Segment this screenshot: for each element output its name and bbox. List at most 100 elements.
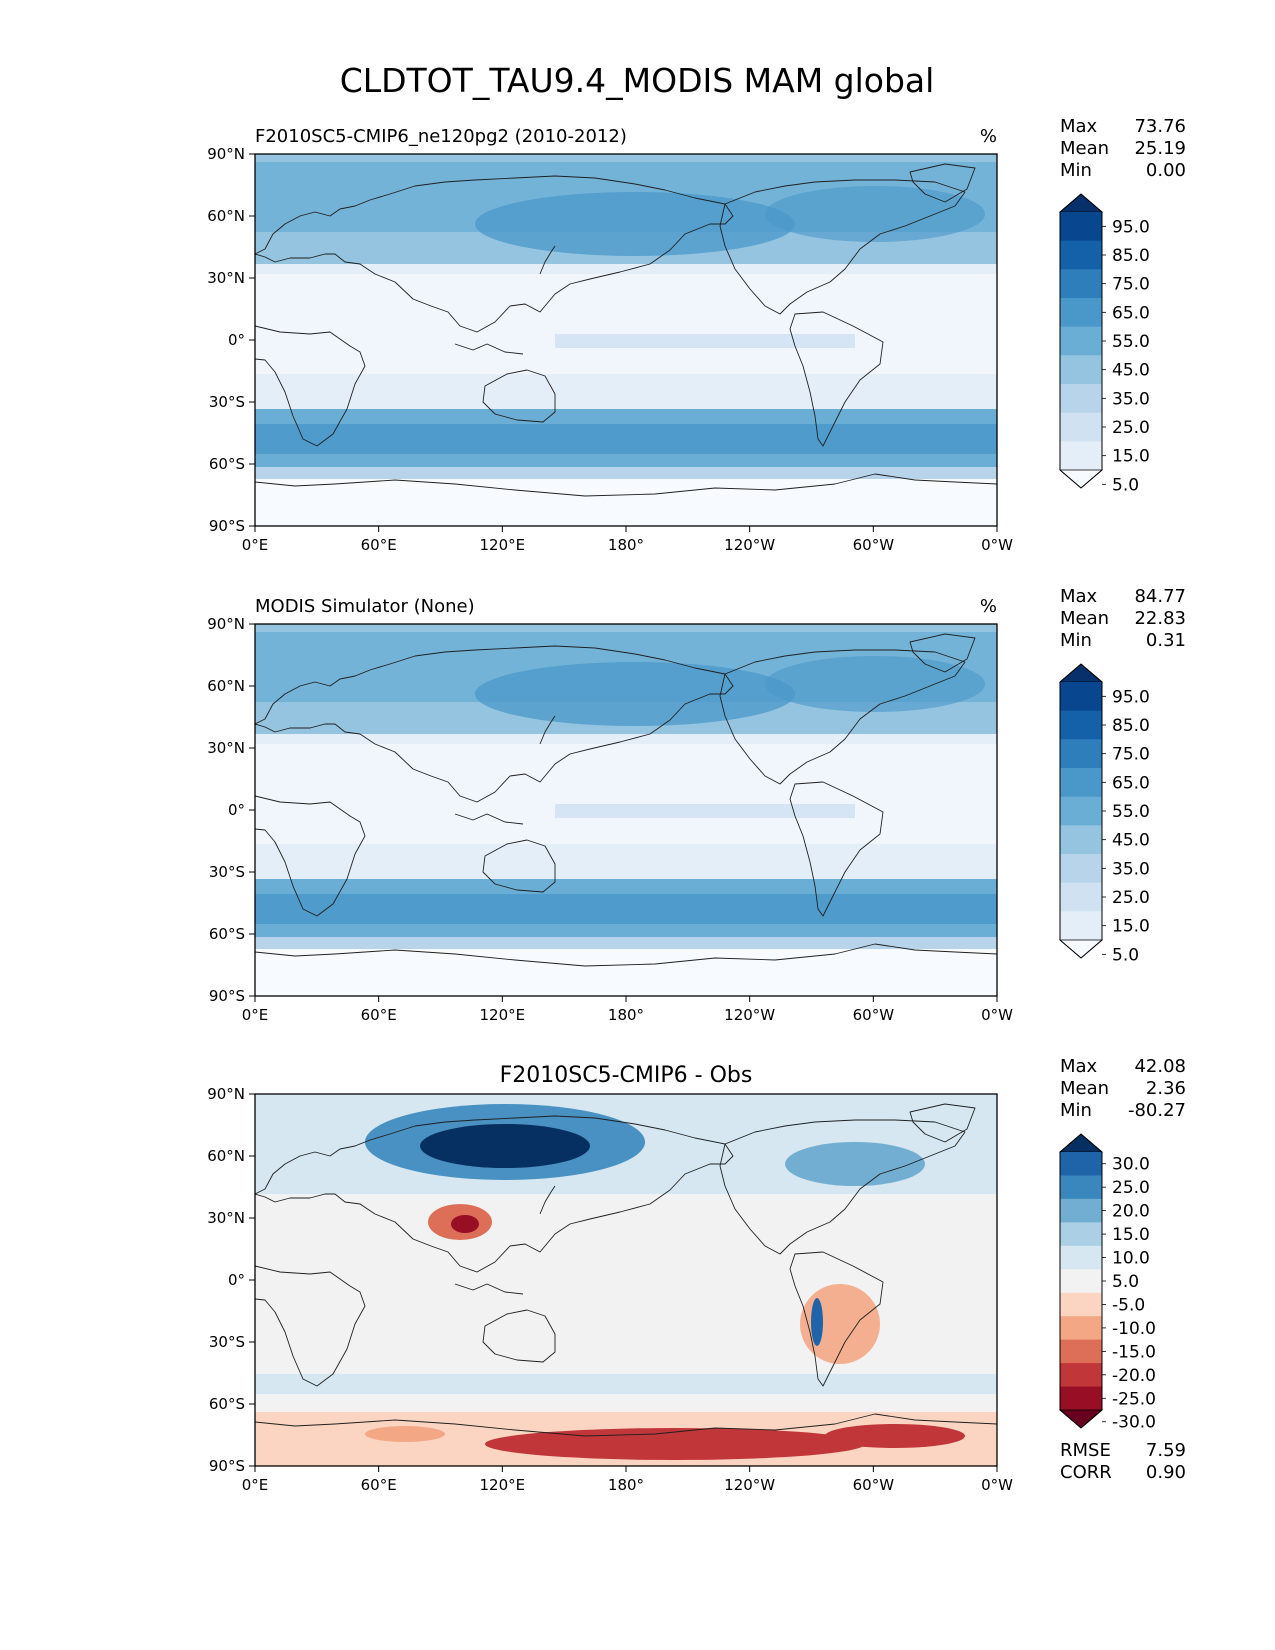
- colorbar-outline: [1059, 193, 1103, 489]
- colorbar-label: 20.0: [1112, 1202, 1150, 1222]
- colorbar-label: -20.0: [1112, 1366, 1156, 1386]
- colorbar-label: 5.0: [1112, 475, 1139, 495]
- colorbar-label: 5.0: [1112, 1272, 1139, 1292]
- data-field: [255, 624, 997, 996]
- lon-tick-label: 120°W: [724, 1006, 775, 1024]
- colorbar-label: 75.0: [1112, 745, 1150, 765]
- colorbar-label: 85.0: [1112, 246, 1150, 266]
- colorbar-segment: [1060, 1222, 1102, 1247]
- colorbar-label: 45.0: [1112, 831, 1150, 851]
- colorbar-label: -5.0: [1112, 1295, 1145, 1315]
- colorbar-segment: [1060, 739, 1102, 769]
- colorbar-segment: [1060, 825, 1102, 855]
- lat-tick-label: 90°S: [209, 1457, 245, 1475]
- map: [254, 623, 998, 997]
- stat-value: 73.76: [1134, 116, 1186, 137]
- lon-tick-label: 120°E: [480, 1006, 526, 1024]
- lon-tick-label: 120°E: [480, 1476, 526, 1494]
- panel-2: MODIS Simulator (None) % 90°N 60°N 30°N 0° 30°…: [207, 586, 1186, 1024]
- colorbar-label: 15.0: [1112, 917, 1150, 937]
- stat-value: 25.19: [1134, 138, 1186, 159]
- lat-tick-label: 60°S: [209, 455, 245, 473]
- stat-value: 84.77: [1134, 586, 1186, 607]
- colorbar: 95.0 85.0 75.0 65.0 55.0 45.0 35.0 25.0 15.0 5.0: [1058, 663, 1150, 965]
- stat-label: Max: [1060, 586, 1098, 607]
- lon-tick-label: 60°E: [361, 536, 397, 554]
- stat-label: Max: [1060, 1056, 1098, 1077]
- lon-tick-label: 0°E: [242, 1006, 269, 1024]
- stat-value: -80.27: [1128, 1100, 1186, 1121]
- stat-value: 0.31: [1146, 630, 1186, 651]
- panel-title: MODIS Simulator (None): [255, 596, 475, 617]
- lat-tick-label: 90°S: [209, 517, 245, 535]
- lon-tick-label: 120°W: [724, 536, 775, 554]
- lat-tick-label: 30°S: [209, 393, 245, 411]
- colorbar-segment: [1060, 768, 1102, 798]
- colorbar-label: 95.0: [1112, 217, 1150, 237]
- colorbar-segment: [1060, 1152, 1102, 1176]
- colorbar-segment: [1060, 412, 1102, 442]
- colorbar-label: 25.0: [1112, 888, 1150, 908]
- colorbar-segment: [1060, 911, 1102, 941]
- lon-tick-label: 0°W: [981, 1006, 1013, 1024]
- lat-tick-label: 60°N: [207, 207, 245, 225]
- lon-tick-label: 0°W: [981, 1476, 1013, 1494]
- colorbar-label: -30.0: [1112, 1413, 1156, 1433]
- colorbar-label: 35.0: [1112, 859, 1150, 879]
- lon-tick-label: 0°E: [242, 1476, 269, 1494]
- stat-label: Mean: [1060, 1078, 1109, 1099]
- colorbar-segment: [1060, 1269, 1102, 1294]
- colorbar-extend-max: [1058, 1133, 1104, 1153]
- units-label: %: [980, 126, 997, 147]
- colorbar-extend-min: [1058, 469, 1104, 489]
- colorbar-segment: [1060, 1175, 1102, 1200]
- colorbar-segment: [1060, 854, 1102, 884]
- colorbar-segment: [1060, 1339, 1102, 1364]
- lat-tick-label: 30°S: [209, 863, 245, 881]
- colorbar-extend-min: [1058, 939, 1104, 959]
- colorbar-segment: [1060, 1245, 1102, 1270]
- colorbar-outline: [1059, 663, 1103, 959]
- colorbar-extend-max: [1058, 193, 1104, 213]
- colorbar-label: 15.0: [1112, 447, 1150, 467]
- colorbar-segment: [1060, 1198, 1102, 1223]
- stat-value: 2.36: [1146, 1078, 1186, 1099]
- extra-stat-value: 7.59: [1146, 1440, 1186, 1461]
- colorbar-label: 65.0: [1112, 773, 1150, 793]
- lon-tick-label: 120°E: [480, 536, 526, 554]
- colorbar-segment: [1060, 240, 1102, 270]
- colorbar-segment: [1060, 1386, 1102, 1411]
- colorbar-label: 35.0: [1112, 389, 1150, 409]
- colorbar-label: -15.0: [1112, 1342, 1156, 1362]
- stat-value: 42.08: [1134, 1056, 1186, 1077]
- panel-title: F2010SC5-CMIP6_ne120pg2 (2010-2012): [255, 126, 627, 147]
- colorbar: 95.0 85.0 75.0 65.0 55.0 45.0 35.0 25.0 15.0 5.0: [1058, 193, 1150, 495]
- colorbar-label: 65.0: [1112, 303, 1150, 323]
- colorbar-label: 55.0: [1112, 802, 1150, 822]
- stat-label: Min: [1060, 160, 1092, 181]
- colorbar-segment: [1060, 441, 1102, 471]
- lat-tick-label: 30°N: [207, 269, 245, 287]
- lat-tick-label: 90°N: [207, 615, 245, 633]
- colorbar-label: 95.0: [1112, 687, 1150, 707]
- colorbar-segment: [1060, 1363, 1102, 1388]
- lat-tick-label: 90°S: [209, 987, 245, 1005]
- colorbar-label: -10.0: [1112, 1319, 1156, 1339]
- extra-stat-label: RMSE: [1060, 1440, 1111, 1461]
- colorbar-segment: [1060, 682, 1102, 712]
- stat-label: Min: [1060, 630, 1092, 651]
- colorbar-segment: [1060, 355, 1102, 385]
- lat-tick-label: 30°N: [207, 739, 245, 757]
- data-field: [255, 1094, 997, 1466]
- lat-tick-label: 0°: [228, 331, 245, 349]
- colorbar-outline: [1059, 1133, 1103, 1429]
- colorbar-segment: [1060, 269, 1102, 299]
- panel-1: F2010SC5-CMIP6_ne120pg2 (2010-2012) % 90°N…: [207, 116, 1186, 554]
- stat-label: Mean: [1060, 138, 1109, 159]
- colorbar-extend-max: [1058, 663, 1104, 683]
- colorbar-segment: [1060, 710, 1102, 740]
- map: [254, 153, 998, 527]
- lat-tick-label: 60°N: [207, 677, 245, 695]
- colorbar-label: 30.0: [1112, 1155, 1150, 1175]
